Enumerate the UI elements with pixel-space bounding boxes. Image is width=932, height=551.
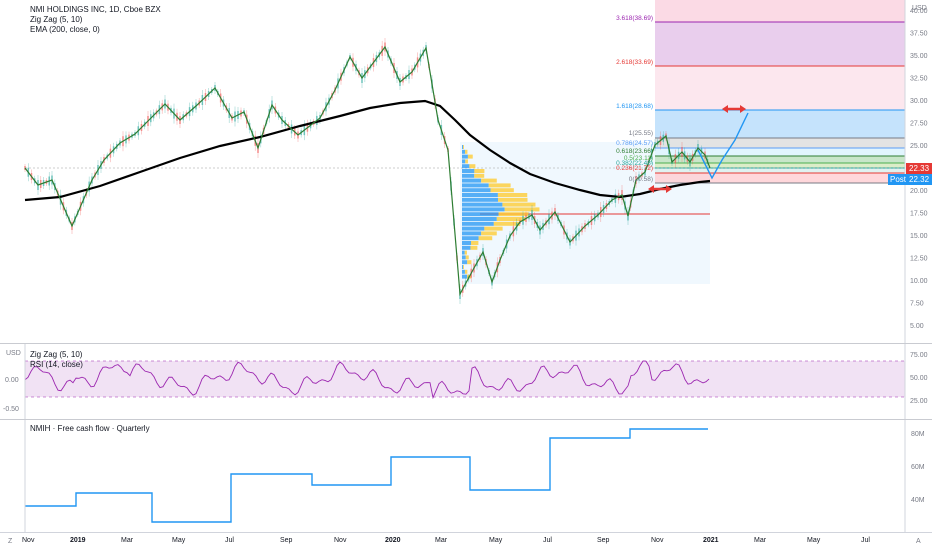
time-label: Sep — [597, 537, 610, 544]
legend-zigzag[interactable]: Zig Zag (5, 10) — [30, 15, 83, 24]
price-tick: 27.50 — [910, 121, 928, 128]
fib-label: 0.786(24.57) — [616, 140, 653, 147]
price-tick: 35.00 — [910, 53, 928, 60]
price-tick: 32.50 — [910, 76, 928, 83]
fib-band-1 — [655, 138, 905, 148]
price-tick: 15.00 — [910, 233, 928, 240]
legend-ema[interactable]: EMA (200, close, 0) — [30, 25, 100, 34]
rsi-right-tick-2: 25.00 — [910, 398, 928, 405]
fcf-tick-2: 40M — [911, 497, 925, 504]
fib-label: 1(25.55) — [629, 130, 653, 137]
fcf-pane[interactable]: NMIH · Free cash flow · Quarterly 80M 60… — [0, 420, 932, 532]
fib-lines — [655, 21, 905, 184]
price-tick: 7.50 — [910, 301, 924, 308]
time-label: Jul — [861, 537, 870, 544]
fib-band-2618 — [655, 66, 905, 110]
fib-label: 0(20.58) — [629, 176, 653, 183]
main-legend: NMI HOLDINGS INC, 1D, Cboe BZX Zig Zag (… — [30, 5, 161, 35]
price-pane[interactable]: 3.618(38.69) 2.618(33.69) 1.618(28.68) 1(25… — [0, 0, 932, 343]
time-label: Mar — [121, 537, 134, 544]
projection-line — [697, 112, 749, 180]
rsi-right-tick-0: 75.00 — [910, 352, 928, 359]
fcf-title[interactable]: NMIH · Free cash flow · Quarterly — [30, 424, 150, 433]
volume-profile-bars — [462, 145, 540, 279]
currency-label: USD — [912, 5, 927, 12]
auto-scale-button[interactable]: A — [916, 538, 921, 545]
time-label: Sep — [280, 537, 293, 544]
fib-label: 0.5(23.11) — [624, 155, 653, 162]
time-label: 2019 — [70, 537, 86, 544]
fib-label: 1.618(28.68) — [616, 103, 653, 110]
fib-label: 0.382(22.48) — [616, 160, 653, 167]
fib-label: 3.618(38.69) — [616, 15, 653, 22]
zigzag-line — [24, 45, 711, 297]
time-label: Nov — [22, 537, 35, 544]
price-tick: 30.00 — [910, 98, 928, 105]
time-label: May — [489, 537, 503, 544]
time-label: Mar — [435, 537, 448, 544]
rsi-right-tick-1: 50.00 — [910, 375, 928, 382]
price-tick: 17.50 — [910, 211, 928, 218]
time-label: 2020 — [385, 537, 401, 544]
time-axis[interactable]: Nov 2019 Mar May Jul Sep Nov 2020 Mar May Jul Sep No… — [0, 532, 932, 551]
fib-band-05 — [655, 163, 905, 168]
price-tick: 40.00 — [910, 8, 928, 15]
time-label: Jul — [225, 537, 234, 544]
fib-band-0786 — [655, 148, 905, 156]
rsi-line — [24, 360, 710, 400]
time-label: Mar — [754, 537, 767, 544]
fcf-tick-0: 80M — [911, 431, 925, 438]
time-label: Nov — [334, 537, 347, 544]
rsi-left-currency: USD — [6, 350, 21, 357]
fcf-step-line — [25, 428, 708, 523]
fib-band-0618 — [655, 156, 905, 163]
last-price-tag: 22.33 — [906, 163, 932, 174]
time-label: May — [807, 537, 821, 544]
symbol-title[interactable]: NMI HOLDINGS INC, 1D, Cboe BZX — [30, 5, 161, 14]
fib-labels: 3.618(38.69) 2.618(33.69) 1.618(28.68) 1(25… — [616, 15, 653, 183]
price-tick: 12.50 — [910, 256, 928, 263]
pane-divider[interactable] — [0, 343, 932, 344]
fib-band-0236 — [655, 173, 905, 183]
time-label: Nov — [651, 537, 664, 544]
rsi-legend: Zig Zag (5, 10) RSI (14, close) — [30, 350, 83, 370]
price-tick: 5.00 — [910, 323, 924, 330]
price-tick: 25.00 — [910, 143, 928, 150]
time-label: Jul — [543, 537, 552, 544]
rsi-pane[interactable]: Zig Zag (5, 10) RSI (14, close) USD 0.00… — [0, 344, 932, 419]
fib-band-top — [655, 0, 905, 22]
rsi-canvas[interactable] — [0, 344, 932, 419]
fib-label: 2.618(33.69) — [616, 59, 653, 66]
time-label: May — [172, 537, 186, 544]
rsi-band — [25, 361, 905, 397]
fcf-tick-1: 60M — [911, 464, 925, 471]
fib-band-0382 — [655, 168, 905, 173]
zoom-corner-left[interactable]: Z — [8, 538, 13, 545]
fib-band-1618 — [655, 110, 905, 138]
price-tick: 20.00 — [910, 188, 928, 195]
rsi-left-tick-0: 0.00 — [5, 377, 19, 384]
price-tick: 37.50 — [910, 31, 928, 38]
ema-200-line — [24, 99, 711, 202]
price-tick: 10.00 — [910, 278, 928, 285]
post-label: Post — [888, 174, 909, 185]
price-chart-canvas[interactable]: 3.618(38.69) 2.618(33.69) 1.618(28.68) 1(25… — [0, 0, 932, 343]
rsi-legend-zigzag[interactable]: Zig Zag (5, 10) — [30, 350, 83, 359]
fib-label: 0.236(21.72) — [616, 165, 653, 172]
fib-label: 0.618(23.66) — [616, 148, 653, 155]
post-price-tag: 22.32 — [906, 174, 932, 185]
time-label: 2021 — [703, 537, 719, 544]
red-arrows — [648, 105, 746, 193]
fib-band-3618 — [655, 22, 905, 66]
rsi-left-tick-1: -0.50 — [3, 406, 19, 413]
pane-divider-2[interactable] — [0, 419, 932, 420]
rsi-legend-rsi[interactable]: RSI (14, close) — [30, 360, 83, 369]
fcf-canvas[interactable] — [0, 420, 932, 532]
